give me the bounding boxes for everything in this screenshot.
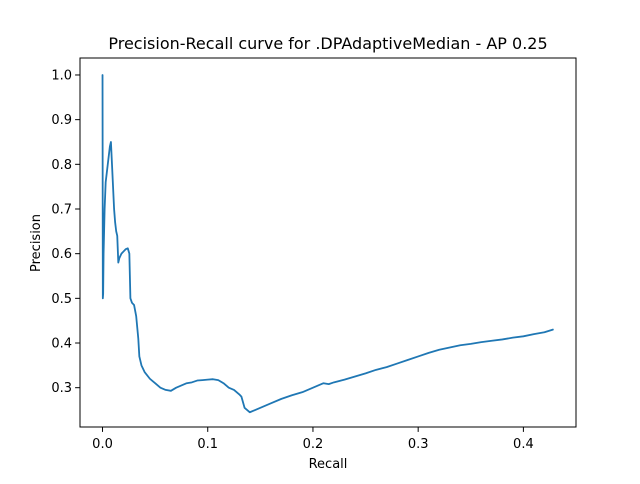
y-tick-label: 0.8: [51, 158, 72, 173]
x-axis-ticks: 0.0 0.1 0.2 0.3 0.4: [92, 427, 534, 452]
y-tick-label: 0.3: [51, 381, 72, 396]
x-axis-label: Recall: [309, 457, 348, 472]
chart-title: Precision-Recall curve for .DPAdaptiveMe…: [108, 34, 547, 53]
x-tick-label: 0.4: [513, 437, 534, 452]
series-line: [101, 74, 554, 414]
y-tick-label: 0.7: [51, 202, 72, 217]
x-tick-label: 0.1: [197, 437, 218, 452]
x-tick-label: 0.0: [92, 437, 113, 452]
y-axis-ticks: 0.3 0.4 0.5 0.6 0.7 0.8 0.9 1.0: [51, 68, 80, 396]
y-tick-label: 1.0: [51, 68, 72, 83]
y-tick-label: 0.5: [51, 292, 72, 307]
y-axis-label: Precision: [29, 214, 44, 272]
series-layer: [101, 74, 554, 414]
x-tick-label: 0.3: [408, 437, 429, 452]
y-tick-label: 0.6: [51, 247, 72, 262]
x-tick-label: 0.2: [303, 437, 324, 452]
y-tick-label: 0.4: [51, 337, 72, 352]
y-tick-label: 0.9: [51, 113, 72, 128]
plot-frame: [79, 57, 577, 428]
